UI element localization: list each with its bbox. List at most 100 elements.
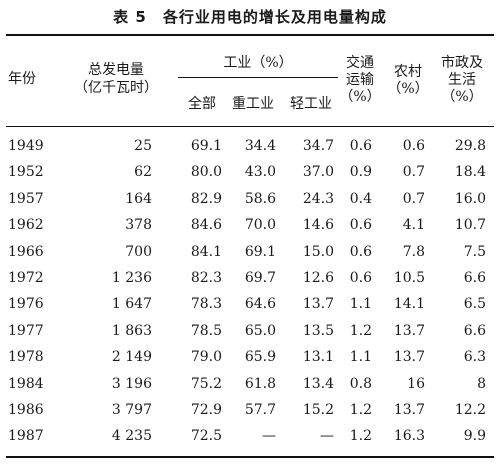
cell-year: 1976 <box>8 296 44 313</box>
header-transport-line3: （%） <box>339 89 381 105</box>
cell-year: 1972 <box>8 270 44 286</box>
cell-total: 4 235 <box>111 428 152 445</box>
cell-rural: 10.5 <box>393 270 425 286</box>
header-rule <box>6 126 494 127</box>
cell-heavy: 69.7 <box>244 270 276 286</box>
cell-light: 13.4 <box>302 375 334 392</box>
cell-industry: 72.9 <box>190 402 222 418</box>
cell-total: 164 <box>125 190 152 207</box>
cell-light: 13.5 <box>302 322 334 339</box>
cell-industry: 69.1 <box>190 138 222 154</box>
cell-rural: 7.8 <box>402 243 425 260</box>
cell-heavy: 61.8 <box>244 375 276 392</box>
cell-industry: 84.1 <box>190 243 222 260</box>
cell-year: 1949 <box>8 138 44 154</box>
cell-transport: 0.9 <box>349 164 372 181</box>
header-transport-line2: 运输 <box>346 72 374 88</box>
header-light-industry: 轻工业 <box>290 96 332 112</box>
header-rural-line1: 农村 <box>394 64 422 80</box>
cell-light: 24.3 <box>302 190 334 207</box>
industry-group-rule <box>178 77 338 78</box>
cell-civic: 29.8 <box>454 138 486 154</box>
cell-light: 34.7 <box>302 138 334 154</box>
cell-total: 3 196 <box>111 375 152 392</box>
cell-civic: 7.5 <box>463 243 486 260</box>
cell-rural: 13.7 <box>393 402 425 418</box>
cell-rural: 0.7 <box>402 190 425 207</box>
cell-civic: 12.2 <box>454 402 486 418</box>
cell-heavy: 70.0 <box>244 217 276 234</box>
cell-total: 25 <box>134 138 152 154</box>
cell-transport: 0.6 <box>349 138 372 154</box>
cell-industry: 80.0 <box>190 164 222 181</box>
cell-industry: 82.9 <box>190 190 222 207</box>
header-total-line1: 总发电量 <box>88 62 144 78</box>
header-civic-line3: （%） <box>441 89 483 105</box>
cell-transport: 1.2 <box>349 402 372 418</box>
cell-heavy: 64.6 <box>244 296 276 313</box>
header-transport-line1: 交通 <box>346 55 374 71</box>
cell-rural: 13.7 <box>393 322 425 339</box>
cell-heavy: 43.0 <box>244 164 276 181</box>
cell-civic: 6.6 <box>463 270 486 286</box>
header-industry-all: 全部 <box>188 96 216 112</box>
cell-industry: 75.2 <box>190 375 222 392</box>
cell-light: 15.0 <box>302 243 334 260</box>
cell-total: 1 647 <box>111 296 152 313</box>
cell-transport: 0.6 <box>349 270 372 286</box>
cell-year: 1984 <box>8 375 44 392</box>
header-industry: 工业（%） <box>223 55 293 71</box>
cell-transport: 0.6 <box>349 243 372 260</box>
cell-rural: 13.7 <box>393 349 425 366</box>
cell-transport: 0.4 <box>349 190 372 207</box>
cell-rural: 14.1 <box>393 296 425 313</box>
cell-transport: 1.1 <box>349 349 372 366</box>
cell-total: 2 149 <box>111 349 152 366</box>
cell-total: 62 <box>134 164 152 181</box>
cell-year: 1957 <box>8 190 44 207</box>
cell-light: 12.6 <box>302 270 334 286</box>
table-title: 表 5 各行业用电的增长及用电量构成 <box>113 8 387 26</box>
cell-civic: 8 <box>477 375 486 392</box>
cell-civic: 6.6 <box>463 322 486 339</box>
cell-transport: 0.8 <box>349 375 372 392</box>
cell-light: 13.1 <box>302 349 334 366</box>
cell-civic: 9.9 <box>463 428 486 445</box>
cell-rural: 16 <box>407 375 425 392</box>
cell-industry: 72.5 <box>190 428 222 445</box>
header-heavy-industry: 重工业 <box>232 96 274 112</box>
cell-year: 1962 <box>8 217 44 234</box>
cell-transport: 0.6 <box>349 217 372 234</box>
cell-civic: 18.4 <box>454 164 486 181</box>
cell-light: 15.2 <box>302 402 334 418</box>
cell-transport: 1.2 <box>349 322 372 339</box>
cell-heavy: — <box>262 428 276 445</box>
cell-light: 14.6 <box>302 217 334 234</box>
cell-year: 1978 <box>8 349 44 366</box>
cell-total: 1 236 <box>111 270 152 286</box>
cell-heavy: 69.1 <box>244 243 276 260</box>
cell-rural: 0.7 <box>402 164 425 181</box>
cell-rural: 4.1 <box>402 217 425 234</box>
cell-heavy: 58.6 <box>244 190 276 207</box>
cell-total: 700 <box>125 243 152 260</box>
cell-light: 37.0 <box>302 164 334 181</box>
cell-year: 1952 <box>8 164 44 181</box>
cell-heavy: 34.4 <box>244 138 276 154</box>
cell-heavy: 65.9 <box>244 349 276 366</box>
cell-transport: 1.1 <box>349 296 372 313</box>
cell-industry: 78.5 <box>190 322 222 339</box>
header-year: 年份 <box>8 71 36 87</box>
cell-industry: 79.0 <box>190 349 222 366</box>
cell-rural: 0.6 <box>402 138 425 154</box>
cell-transport: 1.2 <box>349 428 372 445</box>
cell-light: — <box>320 428 334 445</box>
cell-total: 3 797 <box>111 402 152 418</box>
cell-year: 1977 <box>8 322 44 339</box>
cell-civic: 10.7 <box>454 217 486 234</box>
cell-industry: 84.6 <box>190 217 222 234</box>
cell-industry: 78.3 <box>190 296 222 313</box>
cell-total: 1 863 <box>111 322 152 339</box>
cell-year: 1966 <box>8 243 44 260</box>
